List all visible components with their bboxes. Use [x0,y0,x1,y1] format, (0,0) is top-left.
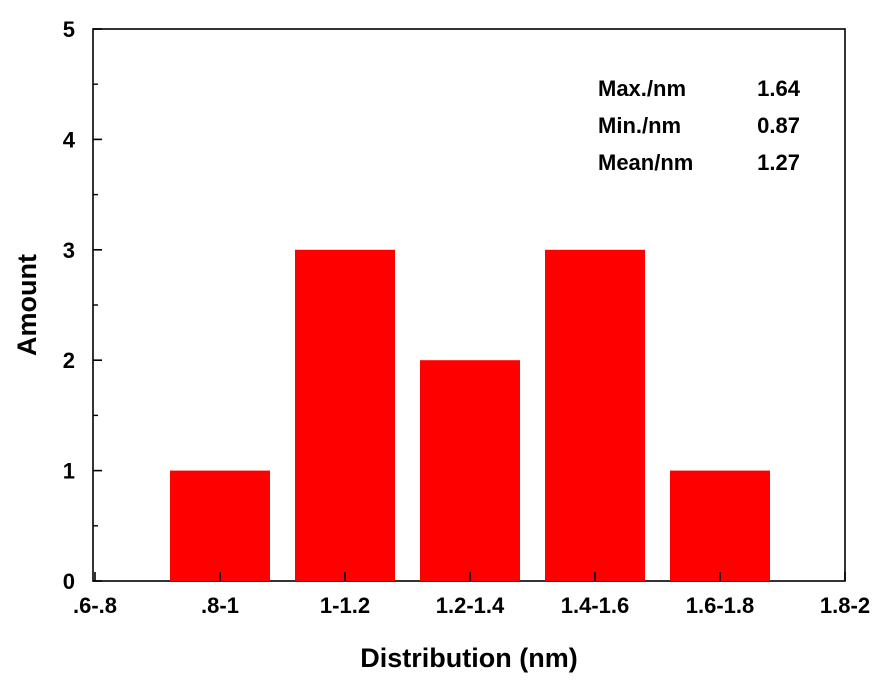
y-tick-label: 1 [63,459,75,484]
max-value: 1.64 [757,76,801,101]
max-label: Max./nm [598,76,686,101]
stats-annotation: Max./nm 1.64 Min./nm 0.87 Mean/nm 1.27 [598,76,801,175]
mean-value: 1.27 [757,150,800,175]
bar-1.6-1.8 [670,470,770,581]
min-value: 0.87 [757,113,800,138]
bars-group [170,249,770,582]
min-label: Min./nm [598,113,681,138]
x-tick-label: 1-1.2 [320,593,370,618]
x-tick-label: 1.2-1.4 [436,593,505,618]
y-axis-title: Amount [12,254,42,356]
y-tick-label: 4 [63,127,76,152]
mean-label: Mean/nm [598,150,693,175]
x-axis-title: Distribution (nm) [360,643,577,673]
x-tick-label: .6-.8 [73,593,117,618]
y-tick-label: 5 [63,17,75,42]
x-tick-label: 1.6-1.8 [686,593,755,618]
bar-1.4-1.6 [545,249,645,582]
x-tick-label: .8-1 [201,593,239,618]
y-tick-label: 0 [63,569,75,594]
y-tick-label: 3 [63,238,75,263]
bar-.8-1 [170,470,270,581]
bar-1.2-1.4 [420,360,520,581]
x-tick-label: 1.4-1.6 [561,593,630,618]
x-tick-label: 1.8-2 [820,593,870,618]
y-tick-label: 2 [63,348,75,373]
bar-1-1.2 [295,249,395,582]
axes-group: .6-.8 .8-1 1-1.2 1.2-1.4 1.4-1.6 1.6-1.8 1.8-2… [63,17,870,618]
